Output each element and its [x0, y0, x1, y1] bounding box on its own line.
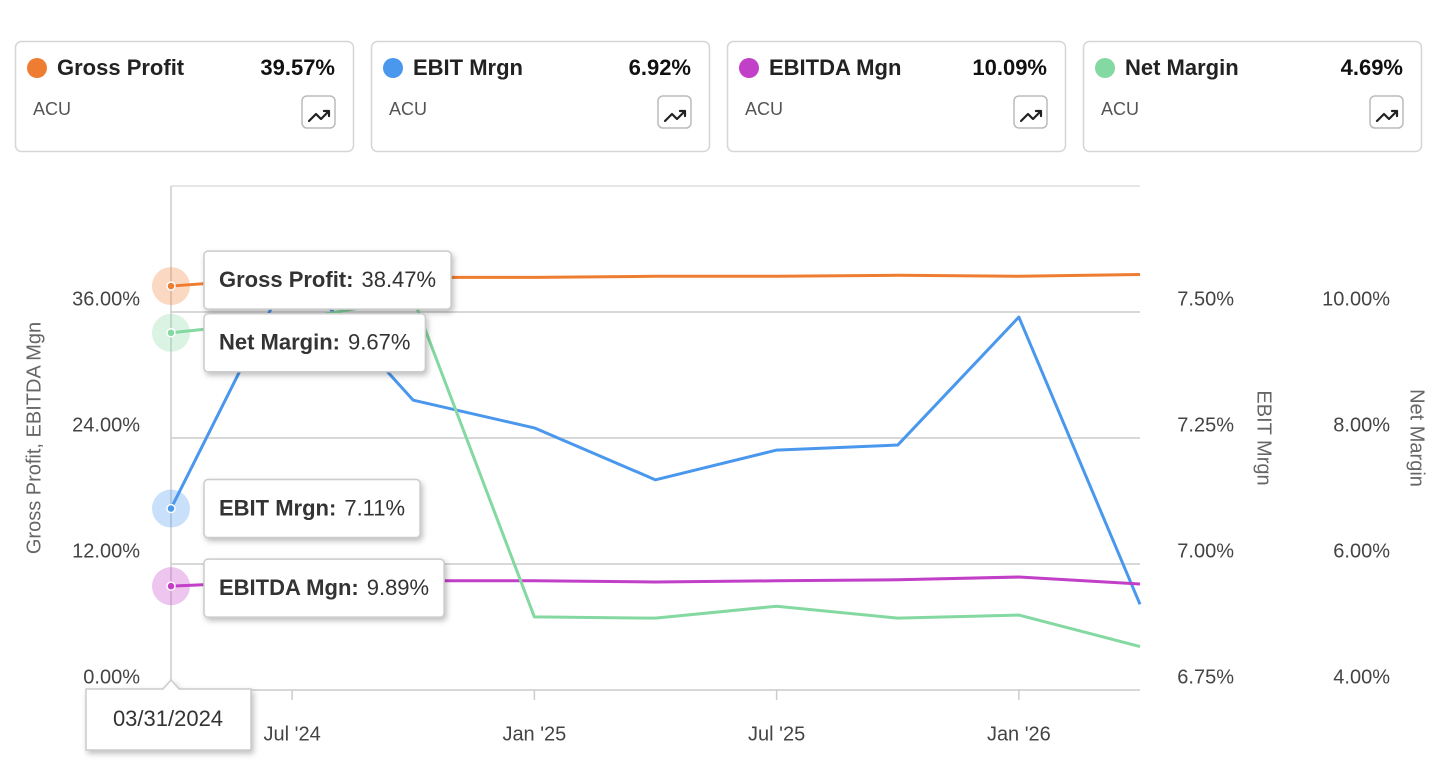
hover-dot: [166, 281, 176, 291]
tooltip-series: Gross Profit:: [219, 267, 353, 292]
card-box: [1082, 40, 1423, 153]
metric-card: EBITDA Mgn 10.09% ACU: [726, 40, 1067, 153]
x-tick-label: Jul '24: [264, 723, 321, 745]
net-axis-title: Net Margin: [1406, 389, 1428, 487]
y3-tick-label: 8.00%: [1333, 414, 1390, 436]
date-label: 03/31/2024: [113, 706, 223, 731]
y-tick-label: 12.00%: [72, 540, 140, 562]
ebit-axis-title: EBIT Mrgn: [1253, 390, 1275, 485]
metric-card: Net Margin 4.69% ACU: [1082, 40, 1423, 153]
card-dot: [383, 58, 403, 78]
card-dot: [739, 58, 759, 78]
left-axis-title: Gross Profit, EBITDA Mgn: [23, 322, 45, 554]
y2-tick-label: 7.50%: [1177, 288, 1234, 310]
tooltip: EBITDA Mgn: 9.89%: [203, 558, 445, 618]
card-name: EBITDA Mgn: [769, 55, 901, 80]
tooltip: Net Margin: 9.67%: [203, 313, 427, 373]
card-ticker: ACU: [33, 99, 71, 119]
tooltip-box: [203, 478, 421, 539]
tooltip: EBIT Mrgn: 7.11%: [203, 478, 421, 539]
card-ticker: ACU: [745, 99, 783, 119]
series-line: [169, 265, 1142, 605]
y-tick-label: 36.00%: [72, 288, 140, 310]
trend-icon: [1375, 109, 1399, 123]
tooltip-series: Net Margin:: [219, 330, 340, 355]
card-name: Net Margin: [1125, 55, 1239, 80]
y2-tick-label: 7.00%: [1177, 540, 1234, 562]
card-name: EBIT Mrgn: [413, 55, 523, 80]
chart-button[interactable]: [1013, 95, 1048, 129]
y-tick-label: 0.00%: [83, 666, 140, 688]
card-dot: [27, 58, 47, 78]
trend-icon: [307, 109, 331, 123]
series-line: [170, 296, 1141, 648]
x-tick-label: Jan '25: [502, 723, 566, 745]
card-value: 39.57%: [260, 55, 335, 80]
tooltip-box: [203, 313, 427, 373]
tooltip: Gross Profit: 38.47%: [203, 250, 452, 310]
x-tick-label: Jan '26: [987, 723, 1051, 745]
hover-dot: [166, 503, 176, 514]
metric-card: EBIT Mrgn 6.92% ACU: [370, 40, 711, 153]
tooltip-value: 38.47%: [361, 267, 436, 292]
y3-tick-label: 6.00%: [1333, 540, 1390, 562]
y2-tick-label: 7.25%: [1177, 414, 1234, 436]
card-box: [14, 40, 355, 153]
hover-dot: [166, 328, 176, 338]
y-tick-label: 24.00%: [72, 414, 140, 436]
tooltip-box: [203, 250, 452, 310]
metric-card: Gross Profit 39.57% ACU: [14, 40, 355, 153]
chart-button[interactable]: [1369, 95, 1404, 129]
card-value: 4.69%: [1341, 55, 1403, 80]
chart-button[interactable]: [657, 95, 692, 129]
date-box: [85, 678, 252, 751]
card-value: 10.09%: [972, 55, 1047, 80]
hover-dot: [166, 581, 176, 591]
chart-button[interactable]: [301, 95, 336, 129]
tooltip-series: EBITDA Mgn:: [219, 575, 359, 600]
card-dot: [1095, 58, 1115, 78]
card-box: [726, 40, 1067, 153]
date-tooltip: 03/31/2024: [85, 678, 252, 751]
y3-tick-label: 4.00%: [1333, 666, 1390, 688]
x-tick-label: Jul '25: [748, 723, 805, 745]
card-ticker: ACU: [1101, 99, 1139, 119]
tooltip-value: 9.89%: [367, 575, 429, 600]
y2-tick-label: 6.75%: [1177, 666, 1234, 688]
tooltip-series: EBIT Mrgn:: [219, 495, 336, 520]
tooltip-box: [203, 558, 445, 618]
tooltip-value: 7.11%: [344, 495, 405, 520]
tooltip-value: 9.67%: [348, 330, 410, 355]
card-name: Gross Profit: [57, 55, 185, 80]
card-value: 6.92%: [629, 55, 691, 80]
trend-icon: [663, 109, 687, 123]
trend-icon: [1019, 109, 1043, 123]
y3-tick-label: 10.00%: [1322, 288, 1390, 310]
card-ticker: ACU: [389, 99, 427, 119]
card-box: [370, 40, 711, 153]
